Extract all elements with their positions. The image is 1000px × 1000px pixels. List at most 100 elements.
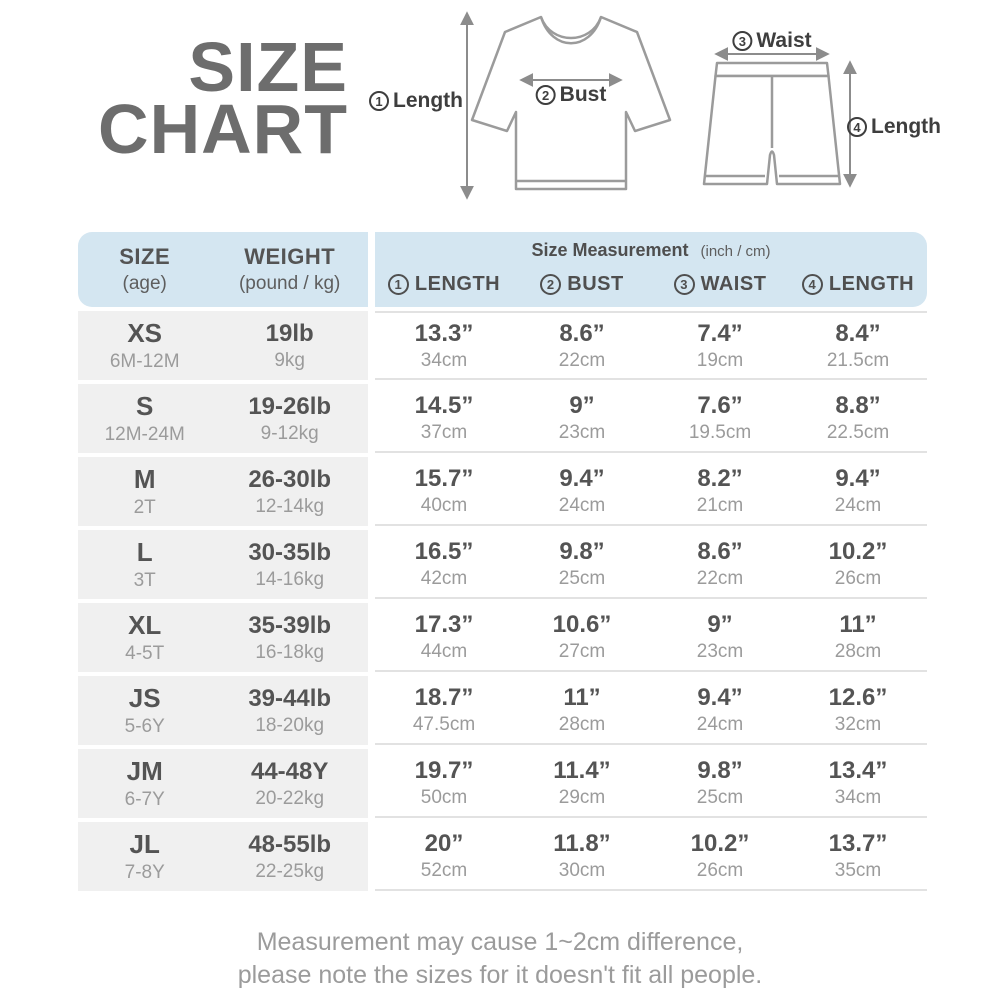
cm-value: 34cm [834, 786, 882, 808]
inch-value: 18.7” [414, 683, 474, 711]
cm-value: 25cm [696, 786, 744, 808]
cm-value: 30cm [558, 859, 606, 881]
weight-kg-value: 22-25kg [255, 860, 325, 882]
table-row: XS 6M-12M 19lb 9kg 13.3” 34cm 8.6” 22cm [78, 311, 927, 380]
age-value: 6-7Y [124, 789, 165, 810]
weight-lb-value: 44-48Y [250, 757, 329, 785]
age-value: 3T [133, 570, 156, 591]
weight-lb-value: 19-26lb [248, 392, 332, 420]
bust-cell: 11” 28cm [513, 676, 651, 743]
cm-value: 24cm [558, 494, 606, 516]
cm-value: 34cm [420, 349, 468, 371]
inch-value: 7.4” [697, 319, 743, 347]
measurement-header-unit: (inch / cm) [700, 243, 771, 260]
weight-lb-value: 26-30lb [248, 465, 332, 493]
shorts-waistband [714, 61, 830, 78]
circled-number-4-icon: 4 [801, 273, 823, 295]
inch-value: 13.4” [828, 756, 888, 784]
length2-cell: 10.2” 26cm [789, 530, 927, 597]
cm-value: 22cm [558, 349, 606, 371]
waist-cell: 8.2” 21cm [651, 457, 789, 524]
size-header-sub: (age) [122, 273, 167, 294]
inch-value: 8.4” [835, 319, 881, 347]
weight-cell: 19lb 9kg [211, 311, 368, 380]
inch-value: 13.7” [828, 829, 888, 857]
weight-kg-value: 12-14kg [255, 495, 325, 517]
waist-cell: 7.4” 19cm [651, 313, 789, 378]
cm-value: 19.5cm [688, 421, 752, 443]
inch-value: 11” [563, 683, 601, 711]
cm-value: 29cm [558, 786, 606, 808]
row-left-block: JS 5-6Y 39-44lb 18-20kg [78, 676, 368, 745]
size-column-header: SIZE (age) [78, 244, 211, 295]
column-header-waist: 3 WAIST [651, 273, 789, 296]
size-value: L [136, 537, 153, 567]
cm-value: 26cm [834, 567, 882, 589]
size-value: XL [128, 610, 162, 640]
size-value: JM [126, 756, 163, 786]
inch-value: 20” [424, 829, 464, 857]
weight-lb-value: 30-35lb [248, 538, 332, 566]
size-cell: JS 5-6Y [78, 676, 211, 745]
age-value: 12M-24M [104, 424, 185, 445]
cm-value: 47.5cm [412, 713, 476, 735]
label-text: Length [393, 89, 463, 112]
table-rows: XS 6M-12M 19lb 9kg 13.3” 34cm 8.6” 22cm [78, 311, 927, 891]
cm-value: 28cm [558, 713, 606, 735]
weight-kg-value: 20-22kg [255, 787, 325, 809]
circled-number-2-icon: 2 [540, 273, 562, 295]
cm-value: 37cm [420, 421, 468, 443]
page-title: SIZE CHART [60, 32, 348, 164]
inch-value: 11.4” [553, 756, 611, 784]
circled-number-4-icon: 4 [847, 117, 868, 137]
waist-cell: 10.2” 26cm [651, 822, 789, 889]
tshirt-length-label: 1 Length [369, 89, 463, 113]
inch-value: 14.5” [414, 391, 474, 419]
row-measurements: 13.3” 34cm 8.6” 22cm 7.4” 19cm 8.4” 21.5… [375, 311, 927, 380]
label-text: Waist [756, 29, 812, 52]
waist-cell: 9.8” 25cm [651, 749, 789, 816]
row-measurements: 20” 52cm 11.8” 30cm 10.2” 26cm 13.7” 35c… [375, 822, 927, 891]
inch-value: 10.2” [690, 829, 750, 857]
column-header-length2: 4 LENGTH [789, 273, 927, 296]
inch-value: 7.6” [697, 391, 743, 419]
label-text: Bust [559, 83, 607, 106]
weight-kg-value: 9kg [274, 349, 305, 371]
size-value: XS [127, 318, 163, 348]
cm-value: 50cm [420, 786, 468, 808]
length2-cell: 8.8” 22.5cm [789, 384, 927, 451]
weight-cell: 19-26lb 9-12kg [211, 384, 368, 453]
weight-lb-value: 39-44lb [248, 684, 332, 712]
inch-value: 9.4” [697, 683, 743, 711]
weight-kg-value: 16-18kg [255, 641, 325, 663]
weight-cell: 26-30lb 12-14kg [211, 457, 368, 526]
size-cell: S 12M-24M [78, 384, 211, 453]
footer-note: Measurement may cause 1~2cm difference, … [0, 926, 1000, 992]
weight-lb-value: 35-39lb [248, 611, 332, 639]
waist-cell: 9.4” 24cm [651, 676, 789, 743]
inch-value: 10.2” [828, 537, 888, 565]
row-left-block: XL 4-5T 35-39lb 16-18kg [78, 603, 368, 672]
waist-cell: 8.6” 22cm [651, 530, 789, 597]
table-row: S 12M-24M 19-26lb 9-12kg 14.5” 37cm 9” 2… [78, 384, 927, 453]
size-cell: JL 7-8Y [78, 822, 211, 891]
inch-value: 17.3” [414, 610, 474, 638]
cm-value: 23cm [558, 421, 606, 443]
cm-value: 21cm [696, 494, 744, 516]
table-header-left: SIZE (age) WEIGHT (pound / kg) [78, 232, 368, 307]
tshirt-bust-label: 2 Bust [535, 83, 607, 107]
inch-value: 12.6” [828, 683, 888, 711]
row-measurements: 14.5” 37cm 9” 23cm 7.6” 19.5cm 8.8” 22.5… [375, 384, 927, 453]
length2-cell: 13.7” 35cm [789, 822, 927, 889]
size-table: SIZE (age) WEIGHT (pound / kg) Size Meas… [78, 232, 927, 895]
column-header-length1: 1 LENGTH [375, 273, 513, 296]
size-cell: L 3T [78, 530, 211, 599]
table-row: JL 7-8Y 48-55lb 22-25kg 20” 52cm 11.8” 3… [78, 822, 927, 891]
size-cell: JM 6-7Y [78, 749, 211, 818]
shorts-length-label: 4 Length [847, 115, 941, 139]
age-value: 7-8Y [124, 862, 165, 883]
row-left-block: JL 7-8Y 48-55lb 22-25kg [78, 822, 368, 891]
circled-number-2-icon: 2 [535, 85, 556, 105]
inch-value: 10.6” [552, 610, 612, 638]
